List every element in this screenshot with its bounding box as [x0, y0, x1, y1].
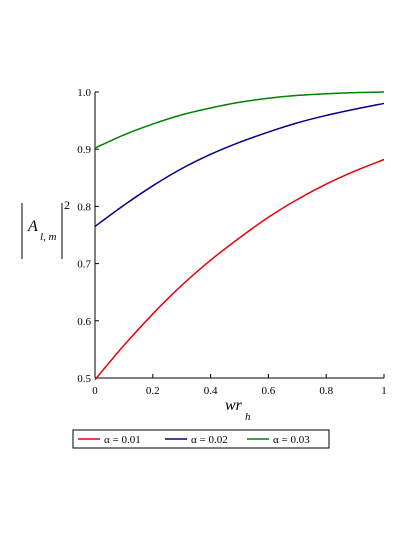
- x-tick-label: 0.2: [146, 385, 160, 397]
- legend-box: [72, 429, 330, 449]
- x-label-sub: h: [245, 411, 251, 423]
- y-axis-label: A l, m 2: [21, 198, 70, 259]
- y-tick-label: 0.9: [77, 144, 91, 156]
- x-ticks: 0 0.2 0.4 0.6 0.8 1: [92, 374, 387, 397]
- y-label-sup: 2: [64, 198, 70, 212]
- legend-label-1: α = 0.01: [104, 434, 141, 446]
- series-line-1: [94, 158, 385, 381]
- x-tick-label: 0.6: [262, 385, 276, 397]
- series-line-3: [94, 91, 385, 149]
- legend: α = 0.01 α = 0.02 α = 0.03: [72, 429, 330, 449]
- x-tick-label: 0.8: [319, 385, 333, 397]
- plot-area: 0 0.2 0.4 0.6 0.8 1 0.5 0.6 0.7 0.8 0.9 1.0: [77, 87, 387, 397]
- y-label-main: A: [27, 218, 38, 235]
- x-tick-label: 0: [92, 385, 98, 397]
- series-line-2: [94, 102, 385, 228]
- legend-label-2: α = 0.02: [191, 434, 228, 446]
- y-tick-label: 0.7: [77, 259, 91, 271]
- y-ticks: 0.5 0.6 0.7 0.8 0.9 1.0: [77, 87, 99, 385]
- y-tick-label: 1.0: [77, 87, 91, 99]
- series-layer: [94, 91, 385, 381]
- legend-label-3: α = 0.03: [273, 434, 310, 446]
- x-tick-label: 0.4: [204, 385, 218, 397]
- y-tick-label: 0.6: [77, 316, 91, 328]
- y-tick-label: 0.5: [77, 373, 91, 385]
- y-label-sub: l, m: [40, 231, 57, 243]
- x-tick-label: 1: [381, 385, 387, 397]
- x-label-main: wr: [225, 397, 243, 414]
- legend-items: α = 0.01 α = 0.02 α = 0.03: [78, 434, 310, 446]
- x-axis-label: wr h: [225, 397, 251, 423]
- y-tick-label: 0.8: [77, 201, 91, 213]
